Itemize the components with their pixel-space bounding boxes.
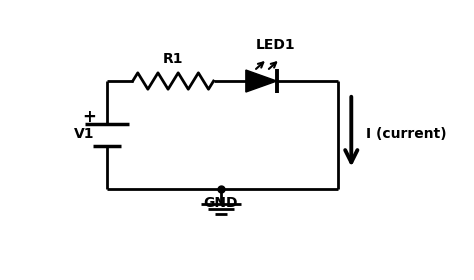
Polygon shape: [246, 70, 277, 92]
Text: R1: R1: [163, 52, 183, 66]
Text: GND: GND: [204, 196, 238, 210]
Text: LED1: LED1: [256, 38, 295, 52]
Text: V1: V1: [74, 127, 94, 141]
Text: I (current): I (current): [366, 127, 447, 141]
Text: +: +: [82, 108, 96, 126]
